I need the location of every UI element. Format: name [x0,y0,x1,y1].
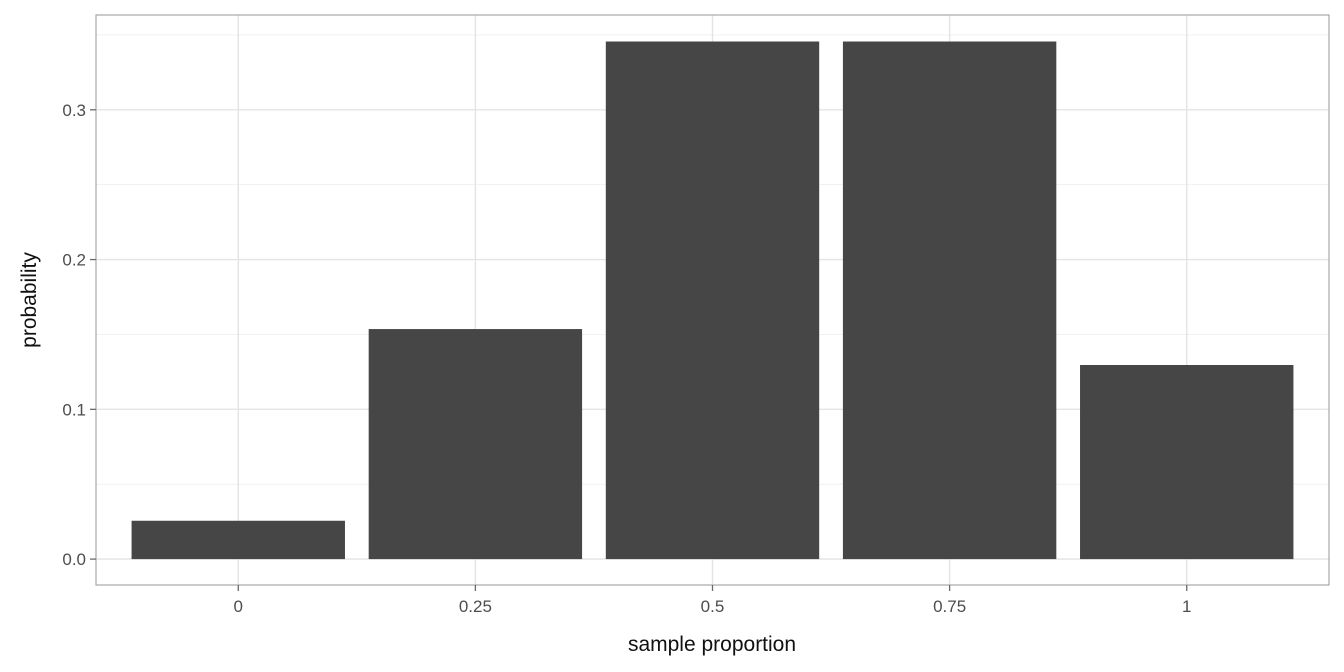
x-tick-label: 0.75 [933,597,966,616]
x-tick-label: 0 [234,597,243,616]
y-tick-label: 0.0 [62,550,86,569]
bars [131,41,1294,560]
axis-tick-labels: 0 0.25 0.5 0.75 1 0.0 0.1 0.2 0.3 [62,101,1191,616]
bar [842,41,1057,560]
y-axis-title: probability [18,252,41,348]
y-tick-label: 0.1 [62,400,86,419]
bar [368,329,583,560]
bar [605,41,820,560]
axis-tick-marks [90,109,1188,591]
y-tick-label: 0.3 [62,101,86,120]
x-tick-label: 1 [1182,597,1191,616]
bar [131,520,345,560]
x-tick-label: 0.25 [459,597,492,616]
bar [1080,364,1294,560]
x-axis-title: sample proportion [628,633,796,656]
y-tick-label: 0.2 [62,251,86,270]
x-tick-label: 0.5 [701,597,725,616]
